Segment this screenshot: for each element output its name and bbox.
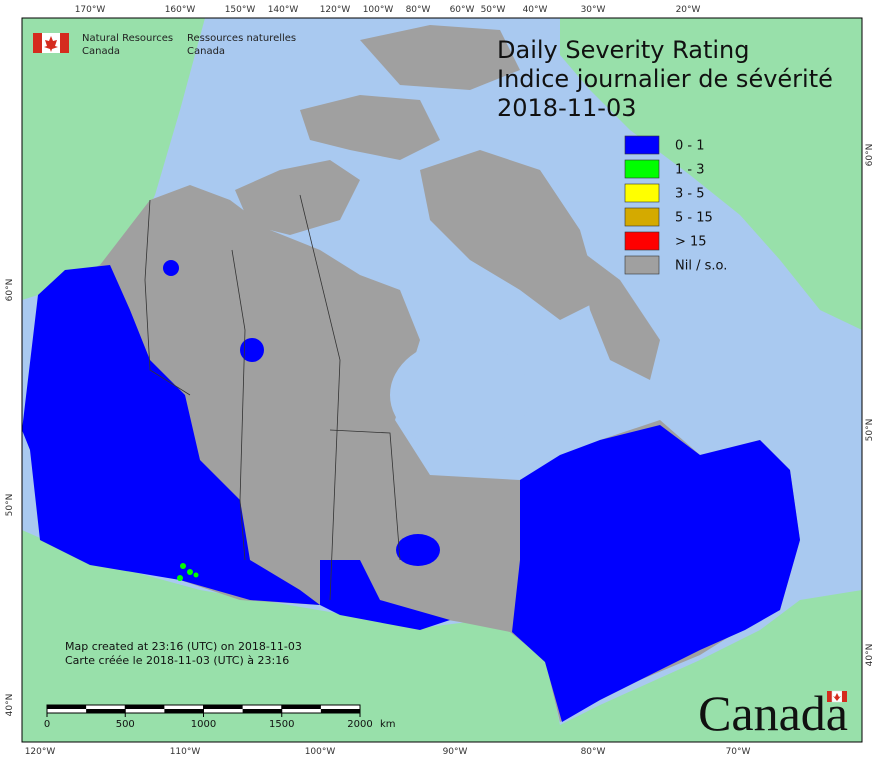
scale-unit: km <box>380 719 396 730</box>
dsr-spot <box>163 260 179 276</box>
dsr-east-0-1 <box>512 425 800 722</box>
note: Carte créée le 2018-11-03 (UTC) à 23:16 <box>65 654 289 667</box>
title: Indice journalier de sévérité <box>497 65 833 93</box>
legend-label: 5 - 15 <box>675 211 713 226</box>
graticule-label: 70°W <box>726 747 751 757</box>
legend-swatch <box>624 135 660 155</box>
legend-swatch <box>624 207 660 227</box>
legend-swatch <box>624 183 660 203</box>
scale-label: 1500 <box>269 719 294 730</box>
scale-bar-segment <box>47 705 87 709</box>
graticule-label: 60°W <box>450 5 475 15</box>
graticule-label: 100°W <box>363 5 394 15</box>
graticule-label: 30°W <box>581 5 606 15</box>
legend-label: 3 - 5 <box>675 187 705 202</box>
scale-label: 1000 <box>191 719 216 730</box>
scale-bar-segment <box>86 709 126 713</box>
arctic-islands <box>235 25 660 380</box>
united-states <box>22 530 862 742</box>
header-text: Natural Resources <box>82 33 173 44</box>
scale-label: 500 <box>116 719 135 730</box>
graticule-label: 20°W <box>676 5 701 15</box>
graticule-label: 50°W <box>481 5 506 15</box>
frame <box>21 17 863 743</box>
title: 2018-11-03 <box>497 94 636 122</box>
dsr-west-0-1 <box>22 265 320 605</box>
legend-swatch <box>624 159 660 179</box>
title: Daily Severity Rating <box>497 36 749 64</box>
scale-label: 0 <box>44 719 50 730</box>
greenland <box>560 18 862 330</box>
graticule-label: 140°W <box>268 5 299 15</box>
dsr-spot <box>240 338 264 362</box>
dsr-spot <box>396 534 440 566</box>
alaska <box>22 18 205 300</box>
scale-bar-segment <box>125 705 165 709</box>
header-text: Canada <box>187 46 225 57</box>
hudson-bay <box>390 340 530 450</box>
scale-bar-segment <box>242 709 282 713</box>
graticule-label: 80°W <box>581 747 606 757</box>
legend-label: 0 - 1 <box>675 139 705 154</box>
graticule-label: 150°W <box>225 5 256 15</box>
note: Map created at 23:16 (UTC) on 2018-11-03 <box>65 640 302 653</box>
legend-label: > 15 <box>675 235 707 250</box>
graticule-label: 50°N <box>5 494 15 517</box>
scale-bar-segment <box>203 705 243 709</box>
graticule-label: 60°N <box>5 279 15 302</box>
legend-label: 1 - 3 <box>675 163 705 178</box>
legend-swatch <box>624 231 660 251</box>
graticule-label: 160°W <box>165 5 196 15</box>
dsr-prairie-0-1 <box>320 560 450 630</box>
graticule-label: 80°W <box>406 5 431 15</box>
legend-label: Nil / s.o. <box>675 259 727 274</box>
graticule-label: 110°W <box>170 747 201 757</box>
graticule-label: 120°W <box>320 5 351 15</box>
graticule-label: 120°W <box>25 747 56 757</box>
graticule-label: 40°N <box>865 644 875 667</box>
legend-swatch <box>624 255 660 275</box>
graticule-label: 40°W <box>523 5 548 15</box>
scale-bar-segment <box>281 705 321 709</box>
header-text: Canada <box>82 46 120 57</box>
header-text: Ressources naturelles <box>187 33 296 44</box>
graticule-label: 100°W <box>305 747 336 757</box>
wordmark: Canada <box>698 685 848 741</box>
graticule-label: 40°N <box>5 694 15 717</box>
scale-bar-segment <box>164 709 204 713</box>
graticule-label: 170°W <box>75 5 106 15</box>
scale-bar-segment <box>320 709 360 713</box>
boundaries <box>144 194 401 601</box>
graticule-label: 60°N <box>865 144 875 167</box>
nrcan-flag <box>33 33 69 53</box>
wordmark-flag <box>827 690 847 703</box>
graticule-label: 90°W <box>443 747 468 757</box>
scale-label: 2000 <box>347 719 372 730</box>
graticule-label: 50°N <box>865 419 875 442</box>
dsr-1-3 <box>177 563 199 581</box>
